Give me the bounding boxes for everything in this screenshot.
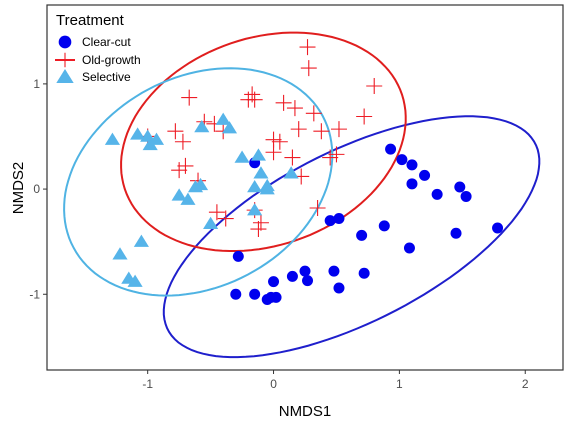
point-clear-cut	[230, 288, 242, 300]
point-old-growth	[322, 149, 339, 166]
ellipse-selective	[63, 67, 334, 297]
x-tick-label: 2	[522, 377, 529, 391]
point-old-growth	[265, 144, 282, 161]
point-clear-cut	[324, 215, 336, 227]
point-selective	[234, 150, 250, 163]
legend-label-old-growth: Old-growth	[82, 53, 141, 67]
point-clear-cut	[450, 227, 462, 239]
point-old-growth	[217, 210, 234, 227]
point-clear-cut	[460, 190, 472, 202]
y-tick-label: -1	[29, 287, 40, 301]
x-tick-label: -1	[142, 377, 153, 391]
point-selective	[247, 179, 263, 193]
point-clear-cut	[403, 242, 415, 254]
x-axis-title: NMDS1	[279, 403, 332, 420]
point-old-growth	[313, 123, 330, 140]
point-clear-cut	[356, 229, 368, 241]
point-clear-cut	[286, 270, 298, 282]
point-selective	[259, 182, 275, 195]
point-old-growth	[309, 200, 326, 217]
point-clear-cut	[396, 154, 408, 166]
point-selective	[104, 132, 121, 145]
point-selective	[203, 216, 219, 230]
point-selective	[250, 148, 266, 161]
point-clear-cut	[268, 276, 280, 288]
y-axis-title: NMDS2	[10, 162, 27, 215]
point-old-growth	[171, 162, 188, 179]
point-old-growth	[328, 146, 345, 163]
point-clear-cut	[232, 250, 244, 262]
point-old-growth	[177, 157, 194, 174]
point-old-growth	[284, 149, 301, 166]
point-old-growth	[252, 214, 269, 231]
legend-title: Treatment	[56, 12, 125, 29]
point-old-growth	[300, 60, 317, 77]
point-old-growth	[290, 121, 307, 138]
legend-label-clear-cut: Clear-cut	[82, 35, 131, 49]
point-old-growth	[246, 91, 263, 108]
point-clear-cut	[249, 288, 261, 300]
point-clear-cut	[419, 169, 431, 181]
point-selective	[215, 112, 231, 125]
legend-key-clear-cut	[58, 35, 72, 49]
point-old-growth	[356, 108, 373, 125]
point-clear-cut	[431, 188, 443, 200]
point-selective	[247, 203, 263, 216]
point-selective	[130, 127, 146, 140]
legend-key-old-growth	[57, 52, 73, 68]
y-tick-label: 1	[33, 77, 40, 91]
point-clear-cut	[333, 282, 345, 294]
point-old-growth	[208, 204, 225, 221]
point-selective	[171, 188, 187, 201]
point-old-growth	[174, 133, 191, 150]
point-clear-cut	[302, 275, 314, 287]
y-tick-label: 0	[33, 182, 40, 196]
point-old-growth	[167, 123, 184, 140]
point-clear-cut	[378, 220, 390, 232]
point-selective	[253, 166, 269, 179]
data-points	[104, 39, 504, 306]
axes: -1 0 1 2 -1 0 1	[29, 77, 529, 391]
point-selective	[283, 166, 299, 179]
point-selective	[194, 120, 210, 133]
point-selective	[221, 121, 238, 134]
point-selective	[133, 234, 149, 247]
point-old-growth	[271, 133, 288, 150]
point-clear-cut	[406, 159, 418, 171]
point-clear-cut	[333, 213, 345, 225]
ellipse-old-growth	[120, 31, 407, 252]
point-selective	[187, 179, 204, 193]
point-clear-cut	[270, 291, 282, 303]
point-selective	[140, 129, 156, 142]
point-clear-cut	[492, 222, 504, 234]
point-old-growth	[305, 105, 322, 122]
point-clear-cut	[406, 178, 418, 190]
plot-panel-border	[46, 4, 564, 371]
ellipse-clear-cut	[162, 115, 541, 359]
point-old-growth	[366, 77, 383, 94]
point-clear-cut	[385, 143, 397, 155]
point-selective	[180, 192, 196, 205]
point-clear-cut	[328, 265, 340, 277]
point-selective	[148, 132, 165, 145]
legend-key-selective	[56, 68, 74, 84]
legend-label-selective: Selective	[82, 70, 131, 84]
legend: Treatment Clear-cut Old-growth Selective	[55, 12, 141, 84]
confidence-ellipses	[63, 31, 541, 359]
point-old-growth	[181, 89, 198, 106]
x-tick-label: 1	[396, 377, 403, 391]
point-clear-cut	[454, 181, 466, 193]
point-old-growth	[286, 100, 303, 117]
x-tick-label: 0	[270, 377, 277, 391]
point-old-growth	[299, 39, 316, 56]
point-clear-cut	[299, 265, 311, 277]
point-clear-cut	[358, 267, 370, 279]
point-selective	[112, 247, 128, 260]
point-old-growth	[250, 221, 267, 238]
point-old-growth	[330, 121, 347, 138]
point-selective	[127, 274, 143, 287]
point-old-growth	[275, 94, 292, 111]
